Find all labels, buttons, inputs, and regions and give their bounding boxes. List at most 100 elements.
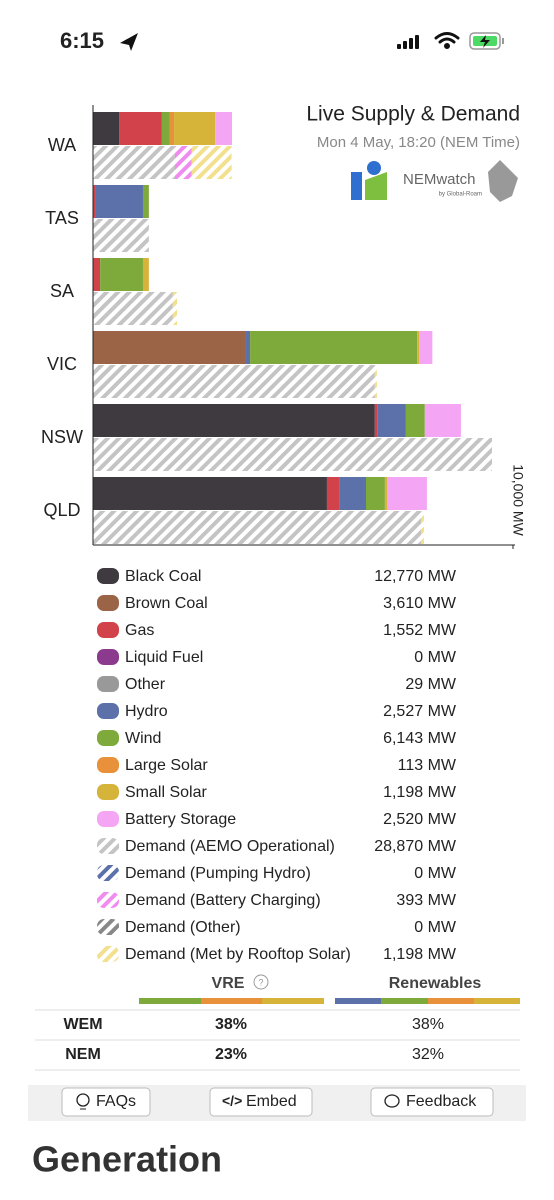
demand-bar: [93, 146, 175, 179]
category-label: SA: [50, 281, 74, 301]
row-label: WEM: [63, 1016, 102, 1033]
legend-total: 1,198 MW: [383, 784, 457, 801]
signal-icon: [397, 35, 419, 49]
legend-total: 1,552 MW: [383, 622, 457, 639]
row-label: NEM: [65, 1046, 101, 1063]
legend-label: Demand (Battery Charging): [125, 892, 321, 909]
legend-total: 3,610 MW: [383, 595, 457, 612]
battery-icon: [469, 32, 504, 50]
supply-bar: [245, 331, 251, 364]
category-label: NSW: [41, 427, 83, 447]
supply-bar: [119, 112, 162, 145]
x-tick-label: 10,000 MW: [510, 464, 526, 536]
legend-label: Large Solar: [125, 757, 208, 774]
demand-bar: [172, 292, 177, 325]
table-header: Renewables: [389, 975, 482, 992]
demand-bar: [93, 292, 173, 325]
status-time: 6:15: [60, 28, 104, 53]
supply-bar: [93, 404, 375, 437]
legend-total: 2,527 MW: [383, 703, 457, 720]
legend-label: Battery Storage: [125, 811, 236, 828]
button-label: Feedback: [406, 1093, 477, 1110]
supply-bar: [366, 477, 385, 510]
supply-bar: [215, 112, 233, 145]
supply-bar: [384, 477, 387, 510]
supply-bar: [417, 331, 420, 364]
legend-total: 0 MW: [414, 919, 457, 936]
legend-label: Brown Coal: [125, 595, 208, 612]
legend-swatch: [97, 676, 119, 692]
demand-bar: [174, 146, 192, 179]
legend-swatch: [97, 649, 119, 665]
legend-total: 393 MW: [396, 892, 456, 909]
legend-label: Demand (AEMO Operational): [125, 838, 335, 855]
legend-total: 0 MW: [414, 649, 457, 666]
legend-swatch: [97, 703, 119, 719]
button-label: Embed: [246, 1093, 297, 1110]
faqs-button[interactable]: FAQs: [61, 1087, 151, 1117]
legend-total: 1,198 MW: [383, 946, 457, 963]
legend-label: Other: [125, 676, 166, 693]
supply-bar: [93, 258, 101, 291]
legend-swatch: [97, 865, 119, 881]
demand-bar: [93, 438, 492, 471]
legend-swatch: [97, 946, 119, 962]
supply-bar: [100, 258, 143, 291]
vre-value: 38%: [215, 1016, 247, 1033]
legend-label: Liquid Fuel: [125, 649, 203, 666]
legend-total: 113 MW: [398, 757, 457, 774]
legend-label: Demand (Other): [125, 919, 241, 936]
category-label: WA: [48, 135, 76, 155]
legend-label: Demand (Met by Rooftop Solar): [125, 946, 351, 963]
legend-label: Gas: [125, 622, 154, 639]
button-label: FAQs: [96, 1093, 136, 1110]
legend-swatch: [97, 730, 119, 746]
logo: NEMwatch by Global-Roam: [351, 160, 518, 202]
legend-total: 12,770 MW: [374, 568, 457, 585]
supply-bar: [326, 477, 340, 510]
demand-bar: [191, 146, 232, 179]
supply-bar: [424, 404, 461, 437]
legend-total: 6,143 MW: [383, 730, 457, 747]
legend-label: Black Coal: [125, 568, 201, 585]
logo-text: NEMwatch: [403, 171, 476, 188]
legend-swatch: [97, 757, 119, 773]
demand-bar: [93, 365, 375, 398]
wifi-icon: [434, 32, 460, 49]
embed-button[interactable]: </> Embed: [209, 1087, 313, 1117]
legend-swatch: [97, 784, 119, 800]
vre-value: 23%: [215, 1046, 247, 1063]
help-icon-glyph: ?: [258, 977, 263, 987]
demand-bar: [93, 511, 422, 544]
supply-bar: [93, 185, 96, 218]
supply-bar: [374, 404, 378, 437]
supply-bar: [174, 112, 216, 145]
supply-bar: [387, 477, 427, 510]
supply-bar: [169, 112, 175, 145]
category-label: VIC: [47, 354, 77, 374]
supply-bar: [161, 112, 170, 145]
feedback-button[interactable]: Feedback: [370, 1087, 494, 1117]
supply-bar: [377, 404, 406, 437]
demand-bar: [374, 365, 377, 398]
supply-bar: [339, 477, 366, 510]
supply-bar: [250, 331, 418, 364]
renewables-value: 32%: [412, 1046, 444, 1063]
renewables-color-bar: [335, 998, 520, 1004]
supply-bar: [405, 404, 425, 437]
legend-swatch: [97, 892, 119, 908]
supply-bar: [93, 112, 120, 145]
demand-bar: [421, 511, 424, 544]
embed-icon: </>: [222, 1093, 242, 1109]
legend-swatch: [97, 595, 119, 611]
help-icon[interactable]: [253, 974, 269, 990]
supply-bar: [95, 185, 143, 218]
legend-swatch: [97, 622, 119, 638]
location-icon: [120, 33, 138, 51]
legend-swatch: [97, 838, 119, 854]
renewables-value: 38%: [412, 1016, 444, 1033]
legend: Black Coal 12,770 MW Brown Coal 3,610 MW Gas…: [97, 568, 457, 963]
legend-label: Hydro: [125, 703, 168, 720]
